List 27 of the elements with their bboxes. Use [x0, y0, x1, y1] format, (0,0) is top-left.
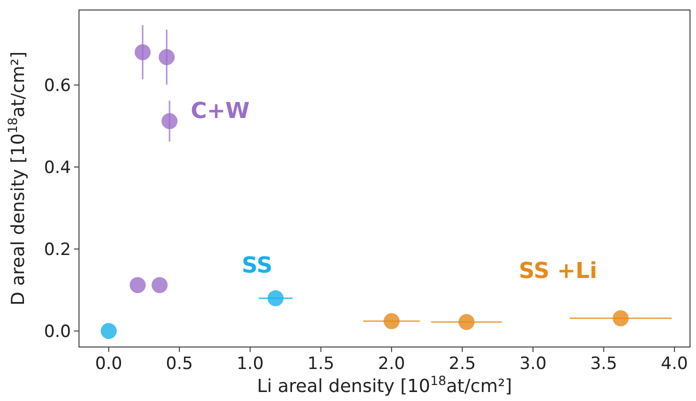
point — [134, 44, 151, 60]
x-tick-label: 1.0 — [236, 354, 264, 374]
point — [158, 49, 175, 66]
x-tick-label: 2.0 — [378, 354, 406, 374]
y-tick-label: 0.0 — [44, 322, 71, 342]
x-tick-label: 3.0 — [519, 354, 547, 374]
series-label: SS +Li — [518, 259, 598, 284]
point — [268, 290, 284, 306]
x-tick-label: 3.5 — [590, 354, 618, 374]
point — [152, 277, 168, 294]
y-tick-label: 0.4 — [44, 158, 71, 178]
x-tick-label: 2.5 — [448, 354, 476, 374]
point — [384, 313, 400, 330]
x-tick-label: 0.5 — [166, 354, 193, 374]
series-label: C+W — [190, 98, 250, 124]
point — [162, 113, 178, 130]
point — [612, 310, 629, 326]
point — [458, 314, 475, 330]
series-label: SS — [242, 253, 272, 278]
x-tick-label: 1.5 — [307, 354, 334, 374]
point — [130, 277, 146, 294]
x-tick-label: 4.0 — [660, 354, 688, 374]
y-tick-label: 0.2 — [44, 240, 71, 260]
point — [100, 323, 117, 340]
x-tick-label: 0.0 — [95, 354, 122, 374]
x-axis-title: Li areal density [10$^{18}$at/cm²] — [256, 372, 512, 397]
y-tick-label: 0.6 — [44, 76, 71, 96]
